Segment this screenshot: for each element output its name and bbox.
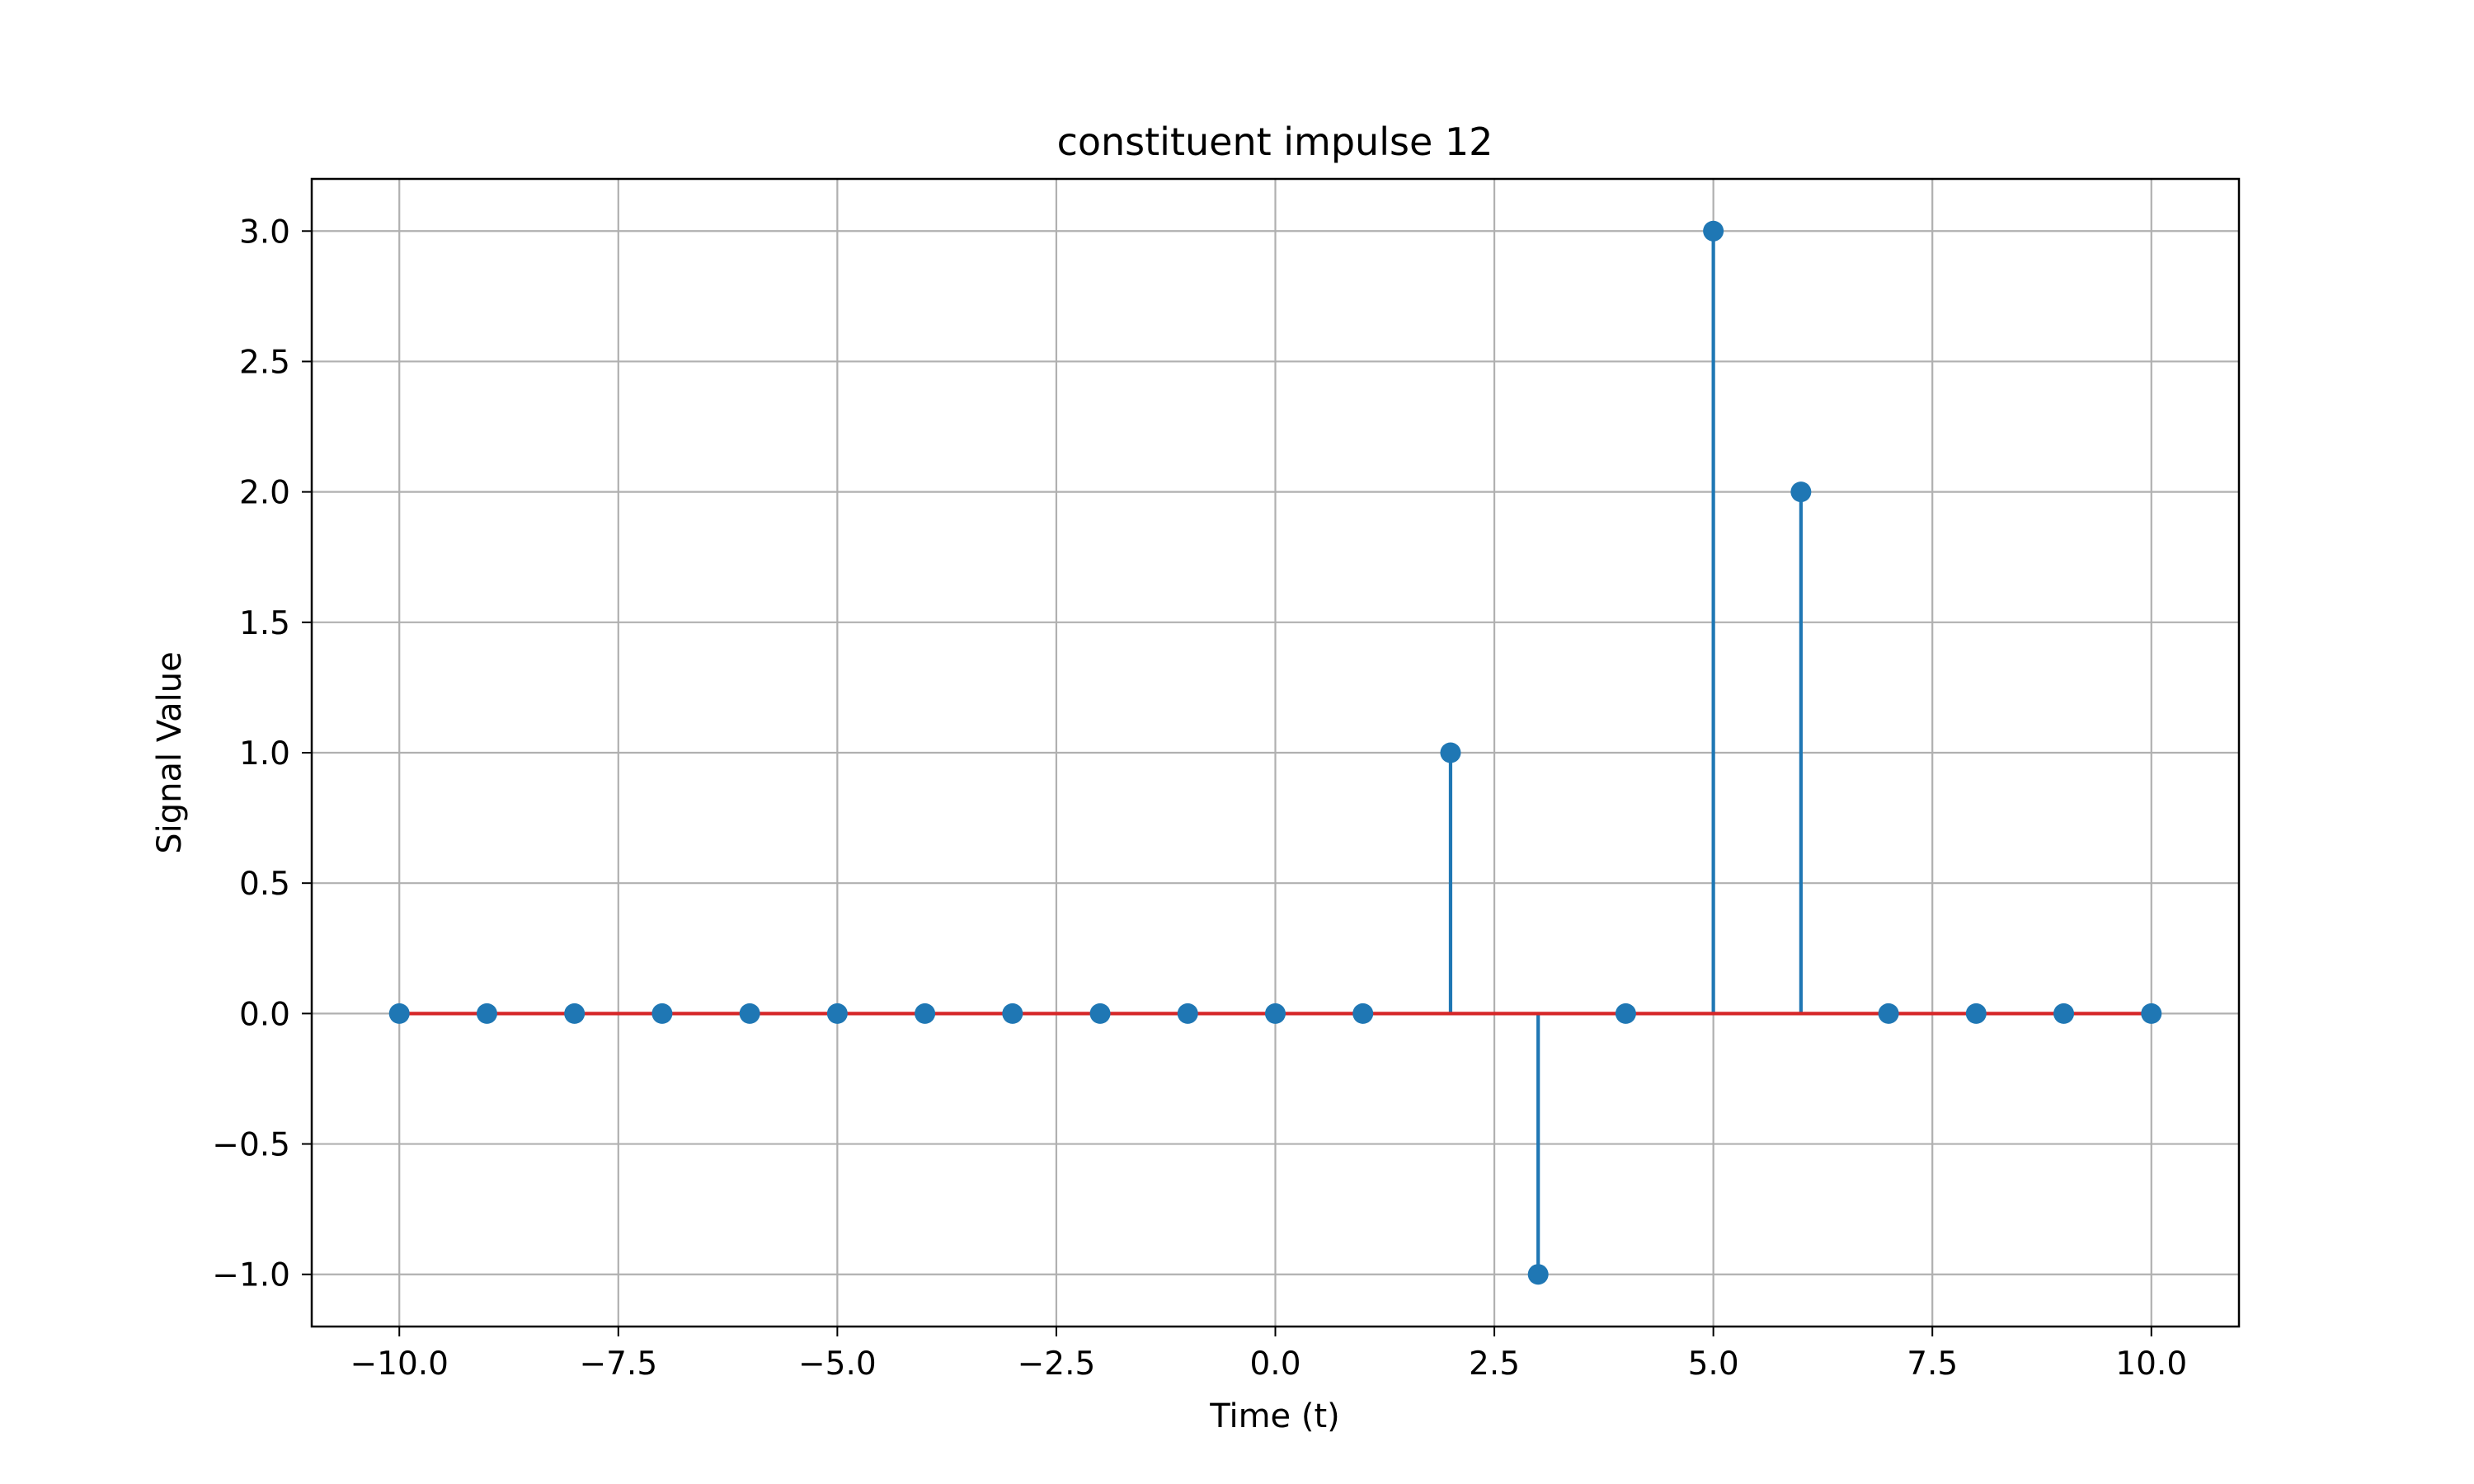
stem-marker-11 <box>1352 1003 1374 1024</box>
stem-marker-8 <box>1089 1003 1111 1024</box>
ticks: −10.0 −7.5 −5.0 −2.5 0.0 2.5 5.0 7.5 10.0 −1.0 −0.… <box>212 214 2187 1383</box>
x-tick-label-2: −5.0 <box>798 1345 877 1383</box>
y-tick-label-8: 3.0 <box>239 214 290 251</box>
stem-marker-3 <box>651 1003 673 1024</box>
x-tick-label-7: 7.5 <box>1907 1345 1958 1383</box>
x-tick-label-6: 5.0 <box>1688 1345 1739 1383</box>
x-tick-label-4: 0.0 <box>1249 1345 1300 1383</box>
stem-lines <box>1448 231 1803 1275</box>
stem-marker-20 <box>2141 1003 2162 1024</box>
stem-marker-0 <box>388 1003 410 1024</box>
y-tick-label-6: 2.0 <box>239 475 290 512</box>
y-tick-label-0: −1.0 <box>212 1257 290 1294</box>
stem-marker-2 <box>564 1003 586 1024</box>
stem-marker-10 <box>1265 1003 1286 1024</box>
x-tick-label-0: −10.0 <box>350 1345 449 1383</box>
stem-marker-5 <box>826 1003 848 1024</box>
y-tick-label-4: 1.0 <box>239 735 290 773</box>
stem-marker-15 <box>1703 220 1724 242</box>
stem-marker-14 <box>1615 1003 1636 1024</box>
x-tick-label-1: −7.5 <box>579 1345 657 1383</box>
stem-marker-18 <box>1965 1003 1987 1024</box>
stem-marker-16 <box>1790 481 1812 503</box>
chart-title: constituent impulse 12 <box>1057 120 1493 164</box>
stem-marker-12 <box>1440 742 1461 763</box>
y-tick-label-7: 2.5 <box>239 344 290 381</box>
stem-marker-19 <box>2053 1003 2075 1024</box>
x-tick-label-3: −2.5 <box>1018 1345 1096 1383</box>
stem-marker-1 <box>476 1003 497 1024</box>
stem-marker-13 <box>1527 1264 1549 1285</box>
x-axis-label: Time (t) <box>1209 1397 1340 1435</box>
stem-marker-4 <box>739 1003 760 1024</box>
stem-marker-6 <box>915 1003 936 1024</box>
x-tick-label-5: 2.5 <box>1469 1345 1520 1383</box>
stem-markers <box>388 220 2162 1285</box>
y-tick-label-2: 0.0 <box>239 996 290 1033</box>
y-tick-label-5: 1.5 <box>239 605 290 642</box>
stem-marker-17 <box>1878 1003 1899 1024</box>
stem-marker-9 <box>1177 1003 1198 1024</box>
x-tick-label-8: 10.0 <box>2115 1345 2187 1383</box>
y-tick-label-1: −0.5 <box>212 1127 290 1164</box>
y-axis-label: Signal Value <box>151 651 189 853</box>
y-tick-label-3: 0.5 <box>239 866 290 903</box>
stem-marker-7 <box>1002 1003 1023 1024</box>
